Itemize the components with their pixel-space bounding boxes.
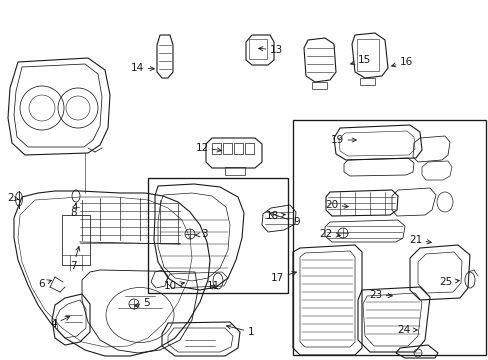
Text: 6: 6 [38, 279, 51, 289]
Text: 7: 7 [70, 247, 80, 271]
Text: 10: 10 [163, 281, 184, 291]
Text: 20: 20 [324, 200, 347, 210]
Text: 17: 17 [270, 271, 296, 283]
Text: 18: 18 [265, 211, 285, 221]
Text: 4: 4 [50, 316, 69, 329]
Bar [292, 120, 485, 355]
Text: 25: 25 [439, 277, 458, 287]
Text: 2: 2 [7, 193, 19, 203]
Text: 12: 12 [195, 143, 221, 153]
Text: 22: 22 [319, 229, 340, 239]
Text: 11: 11 [206, 281, 220, 291]
Bar [311, 82, 326, 89]
Text: 15: 15 [350, 55, 370, 65]
Text: 8: 8 [70, 204, 77, 218]
Bar [62, 215, 90, 265]
Text: 21: 21 [408, 235, 430, 245]
Text: 1: 1 [226, 325, 254, 337]
Text: 3: 3 [195, 229, 207, 239]
Text: 9: 9 [269, 212, 299, 227]
Bar [224, 167, 244, 175]
Bar [248, 39, 266, 59]
Text: 14: 14 [130, 63, 154, 73]
Text: 5: 5 [134, 298, 149, 308]
Bar [356, 39, 378, 71]
Text: 16: 16 [391, 57, 412, 67]
Bar [223, 143, 231, 154]
Bar [212, 143, 221, 154]
Text: 24: 24 [397, 325, 416, 335]
Bar [148, 178, 287, 293]
Text: 19: 19 [330, 135, 356, 145]
Bar [359, 78, 374, 85]
Bar [244, 143, 253, 154]
Bar [234, 143, 243, 154]
Text: 23: 23 [368, 290, 391, 300]
Text: 13: 13 [258, 45, 283, 55]
